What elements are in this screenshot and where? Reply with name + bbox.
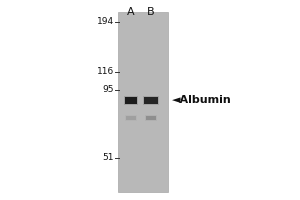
Text: B: B <box>147 7 155 17</box>
Text: 194: 194 <box>97 18 114 26</box>
Text: 51: 51 <box>103 154 114 162</box>
Bar <box>118 12 168 192</box>
Text: 116: 116 <box>97 68 114 76</box>
Text: 95: 95 <box>103 86 114 95</box>
Text: A: A <box>127 7 135 17</box>
Bar <box>143 96 159 104</box>
Bar <box>125 97 137 104</box>
Bar <box>126 116 136 120</box>
Bar <box>145 115 157 121</box>
Bar <box>125 115 137 121</box>
Bar <box>144 97 158 104</box>
Text: ◄Albumin: ◄Albumin <box>172 95 232 105</box>
Bar <box>124 96 138 104</box>
Bar <box>146 116 156 120</box>
